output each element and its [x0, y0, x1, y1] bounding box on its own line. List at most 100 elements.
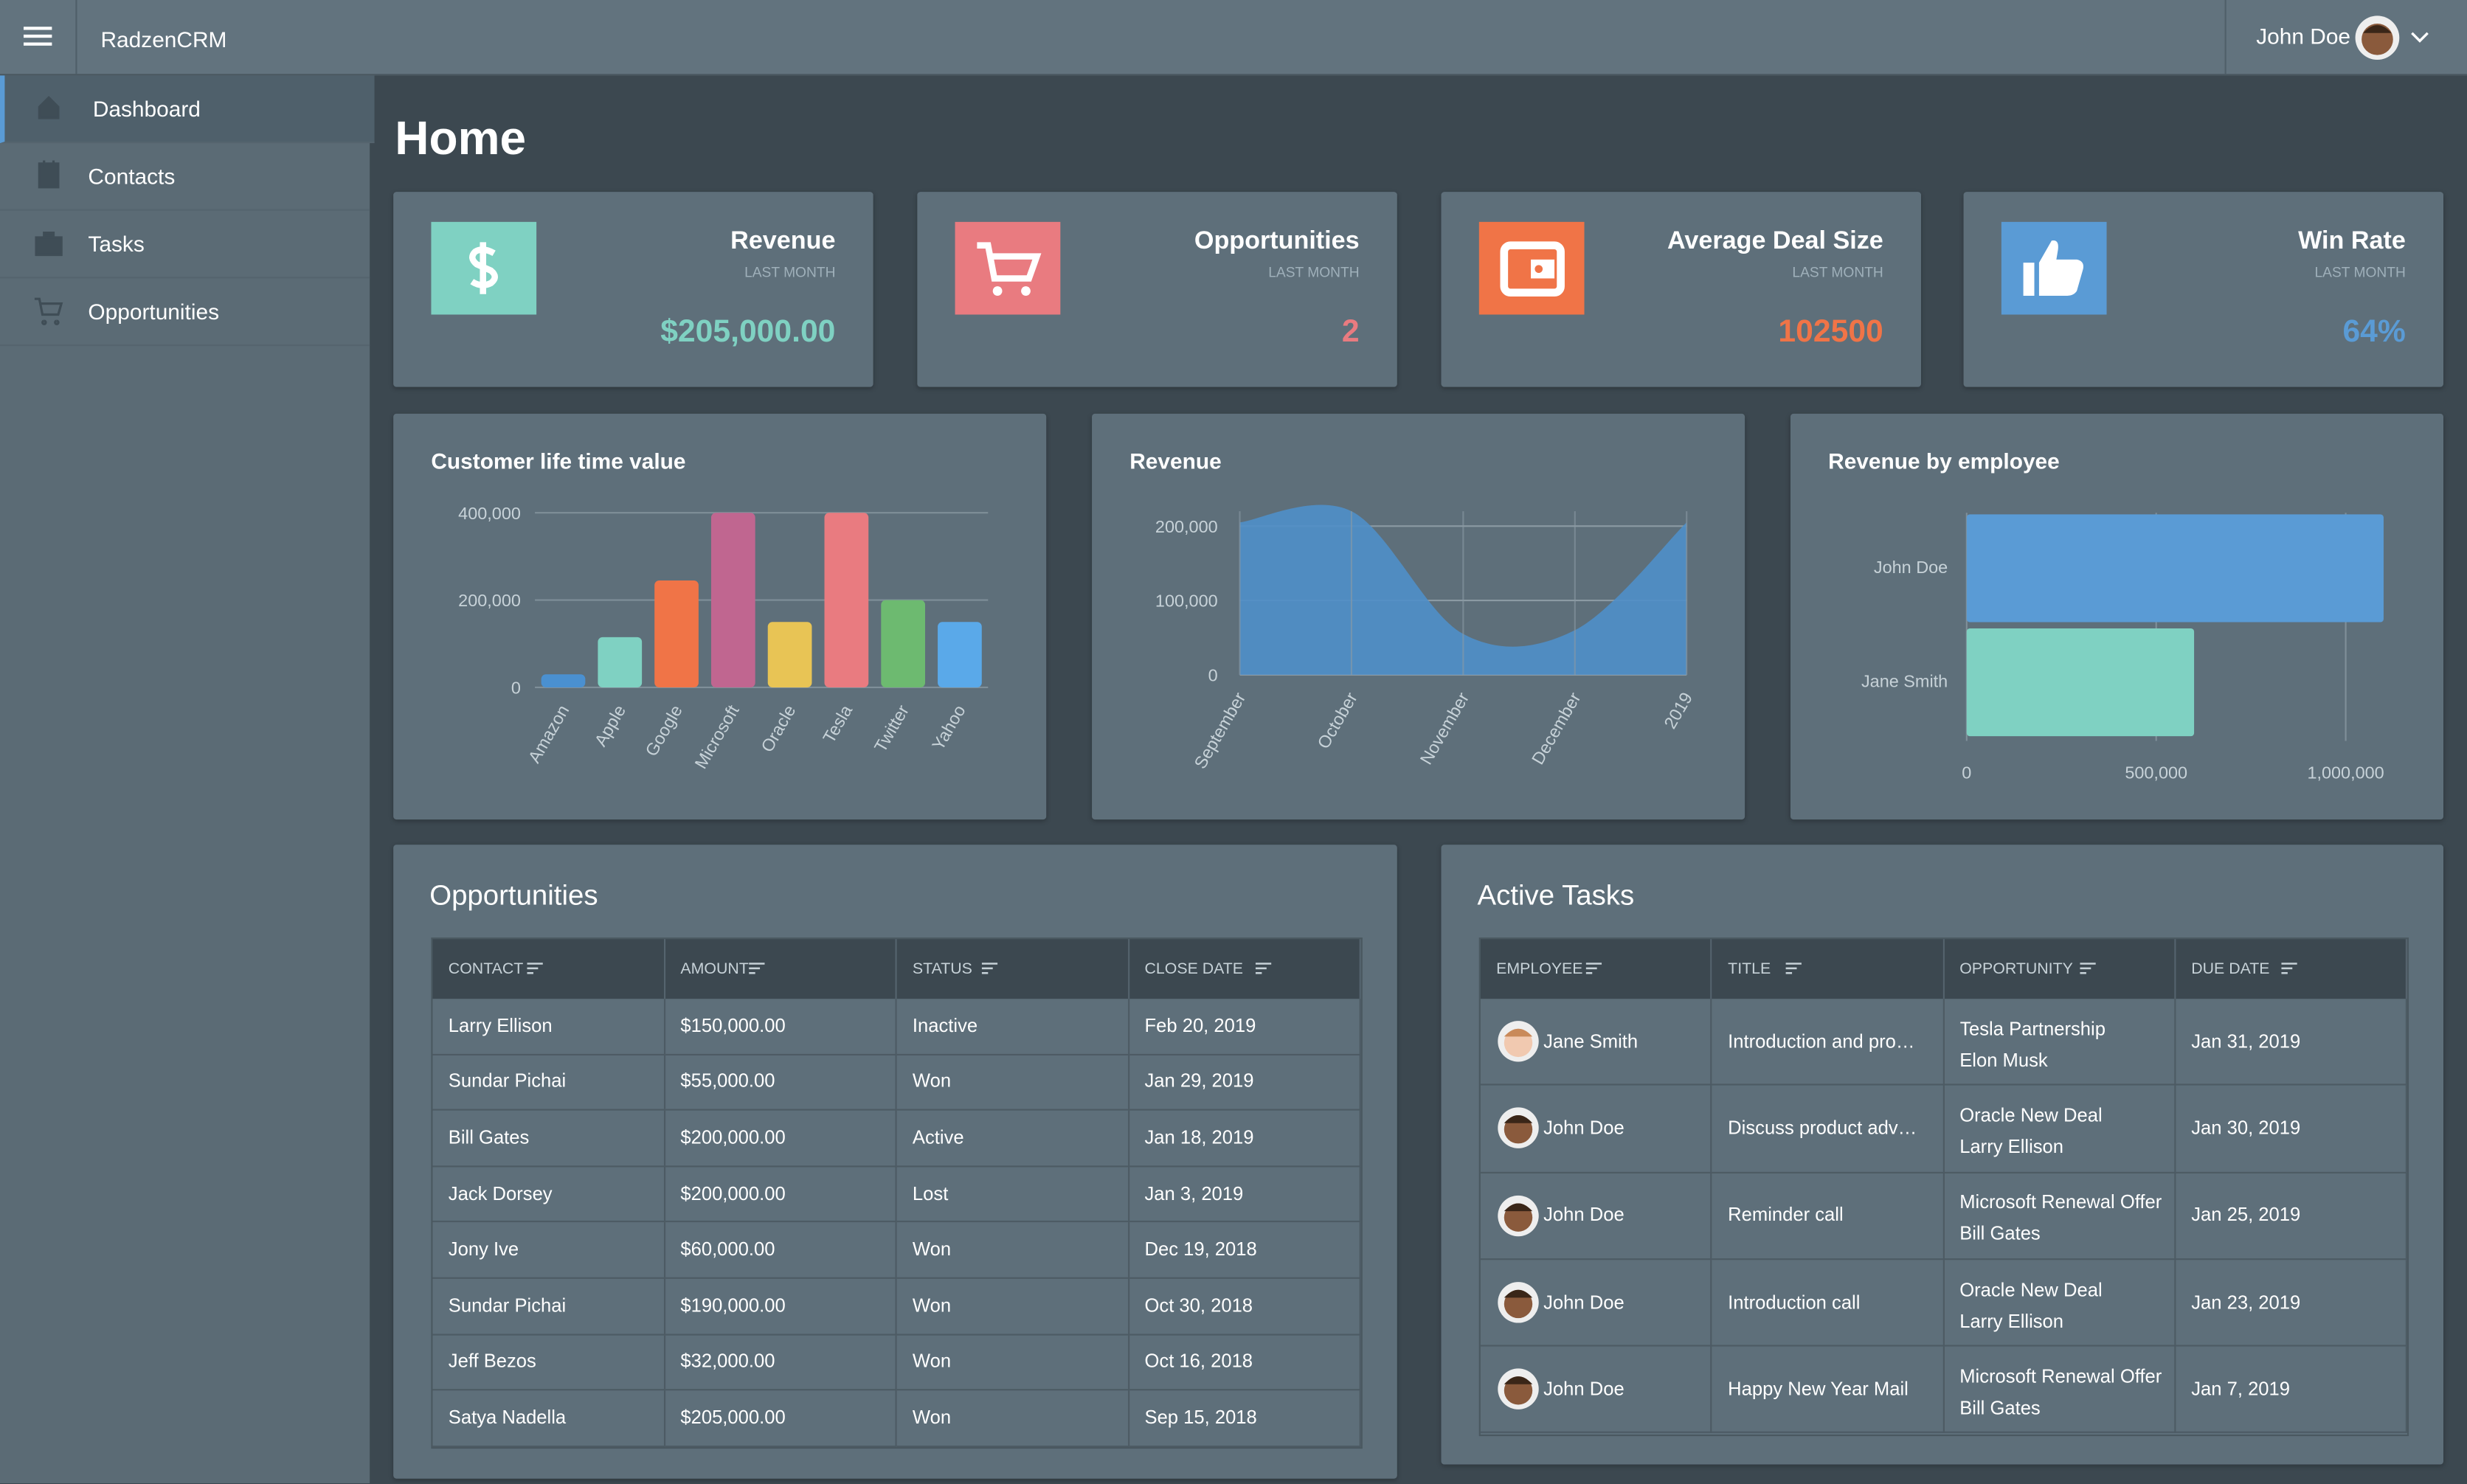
- table-cell: $150,000.00: [665, 999, 897, 1055]
- table-cell: Sep 15, 2018: [1129, 1390, 1361, 1447]
- sort-icon[interactable]: [980, 963, 1000, 977]
- table-cell: $200,000.00: [665, 1111, 897, 1167]
- sort-line: [527, 971, 534, 974]
- kpi-icon: [2001, 221, 2107, 315]
- column-header[interactable]: EMPLOYEE: [1480, 939, 1712, 999]
- cell-text: $190,000.00: [680, 1294, 786, 1317]
- column-header[interactable]: TITLE: [1712, 939, 1944, 999]
- table-cell: Sundar Pichai: [432, 1055, 665, 1112]
- bar: [881, 600, 925, 687]
- cell-text: Reminder call: [1728, 1203, 1844, 1226]
- chart: 0 500,000 1,000,000 John Doe Jane Smith: [1861, 513, 2384, 783]
- cell-text: Jack Dorsey: [448, 1182, 553, 1204]
- column-header[interactable]: AMOUNT: [665, 939, 897, 999]
- nav-item[interactable]: Dashboard: [0, 75, 375, 144]
- nav-icon: [38, 95, 60, 119]
- bar: [938, 622, 982, 687]
- icon-glyph: [1534, 265, 1543, 274]
- cell-text: Jan 25, 2019: [2191, 1203, 2301, 1226]
- column-header[interactable]: OPPORTUNITY: [1943, 939, 2176, 999]
- cell-text: Feb 20, 2019: [1144, 1014, 1256, 1036]
- y-tick-label: 100,000: [1155, 592, 1218, 611]
- column-header[interactable]: CONTACT: [432, 939, 665, 999]
- chart-card: Customer life time value 0 200,000 400,000 A…: [393, 413, 1047, 820]
- sort-line: [980, 967, 992, 970]
- cell-text: Won: [912, 1238, 952, 1261]
- panel: Opportunities CONTACT AMOUNT STATUS CLOSE DA…: [393, 845, 1397, 1479]
- table-cell: Introduction call: [1712, 1260, 1944, 1347]
- table-cell: Jan 3, 2019: [1129, 1166, 1361, 1223]
- cell-text: $200,000.00: [680, 1182, 786, 1204]
- table-cell: John Doe: [1480, 1086, 1712, 1173]
- cell-text: $32,000.00: [680, 1350, 775, 1373]
- x-tick-label: 2019: [1660, 689, 1696, 732]
- table-cell: Dec 19, 2018: [1129, 1222, 1361, 1279]
- x-tick-label: 0: [1962, 763, 1971, 783]
- column-header[interactable]: STATUS: [896, 939, 1129, 999]
- kpi-icon: [431, 221, 537, 315]
- table-cell: Jan 23, 2019: [2175, 1260, 2407, 1347]
- sidebar: Dashboard Contacts Tasks Opportunities: [0, 75, 375, 1484]
- nav-item[interactable]: Opportunities: [0, 278, 370, 347]
- table-cell: Microsoft Renewal Offer Bill Gates: [1943, 1173, 2176, 1261]
- nav-label: Tasks: [88, 231, 145, 257]
- chart-card: Revenue by employee 0 500,000 1,000,000 John…: [1790, 413, 2444, 820]
- menu-toggle[interactable]: [22, 24, 54, 49]
- user-avatar[interactable]: [2353, 14, 2448, 61]
- sort-icon[interactable]: [527, 963, 547, 977]
- cell-text: Dec 19, 2018: [1144, 1238, 1257, 1261]
- sort-line: [1786, 963, 1802, 965]
- bar: [767, 622, 812, 687]
- cell-text: John Doe: [1543, 1290, 1625, 1313]
- column-header[interactable]: DUE DATE: [2175, 939, 2407, 999]
- sort-line: [749, 971, 755, 974]
- cell-text: John Doe: [1543, 1203, 1625, 1226]
- cell-text: Jony Ive: [448, 1238, 519, 1261]
- sort-icon[interactable]: [749, 963, 768, 977]
- column-title: EMPLOYEE: [1496, 961, 1583, 979]
- cell-text: Larry Ellison: [1959, 1135, 2064, 1158]
- cell-text: Larry Ellison: [448, 1014, 553, 1036]
- nav-label: Opportunities: [88, 299, 220, 325]
- sort-icon[interactable]: [1254, 963, 1274, 977]
- avatar-hair: [1504, 1202, 1533, 1211]
- sort-icon[interactable]: [1786, 963, 1805, 977]
- sort-icon[interactable]: [1585, 963, 1605, 977]
- table-cell: Jan 29, 2019: [1129, 1055, 1361, 1112]
- x-tick-label: Amazon: [525, 701, 573, 766]
- table-cell: Tesla Partnership Elon Musk: [1943, 999, 2176, 1086]
- column-header[interactable]: CLOSE DATE: [1129, 939, 1361, 999]
- cell-text: Jan 30, 2019: [2191, 1117, 2301, 1139]
- sort-icon[interactable]: [2080, 963, 2100, 977]
- panel-title: Active Tasks: [1477, 879, 1635, 911]
- sort-icon[interactable]: [2280, 963, 2300, 977]
- table-cell: Jan 25, 2019: [2175, 1173, 2407, 1261]
- kpi-subtitle: LAST MONTH: [2314, 264, 2406, 280]
- cell-text: $60,000.00: [680, 1238, 775, 1261]
- nav-icon: [38, 160, 60, 189]
- user-name[interactable]: John Doe: [2256, 23, 2351, 49]
- avatar-hair: [1504, 1289, 1533, 1298]
- cell-text: Satya Nadella: [448, 1406, 567, 1429]
- bar: [1966, 514, 2384, 623]
- table-cell: John Doe: [1480, 1346, 1712, 1434]
- kpi-card: Revenue LAST MONTH $205,000.00: [393, 192, 873, 387]
- kpi-title: Opportunities: [1194, 228, 1360, 255]
- x-tick-label: Yahoo: [928, 701, 969, 753]
- y-tick-label: 400,000: [458, 504, 521, 523]
- avatar: [1498, 1021, 1539, 1062]
- bar: [824, 513, 869, 687]
- table-cell: Larry Ellison: [432, 999, 665, 1055]
- x-tick-label: December: [1528, 689, 1585, 768]
- sort-line: [1786, 971, 1793, 974]
- kpi-icon: [955, 221, 1061, 315]
- nav-item[interactable]: Tasks: [0, 211, 370, 279]
- chart-title: Revenue: [1129, 448, 1222, 474]
- table-cell: Feb 20, 2019: [1129, 999, 1361, 1055]
- nav-icon: [35, 232, 63, 257]
- cell-text: $150,000.00: [680, 1014, 786, 1036]
- nav-item[interactable]: Contacts: [0, 143, 370, 211]
- table-cell: $55,000.00: [665, 1055, 897, 1112]
- table-cell: Inactive: [896, 999, 1129, 1055]
- column-title: AMOUNT: [680, 961, 749, 979]
